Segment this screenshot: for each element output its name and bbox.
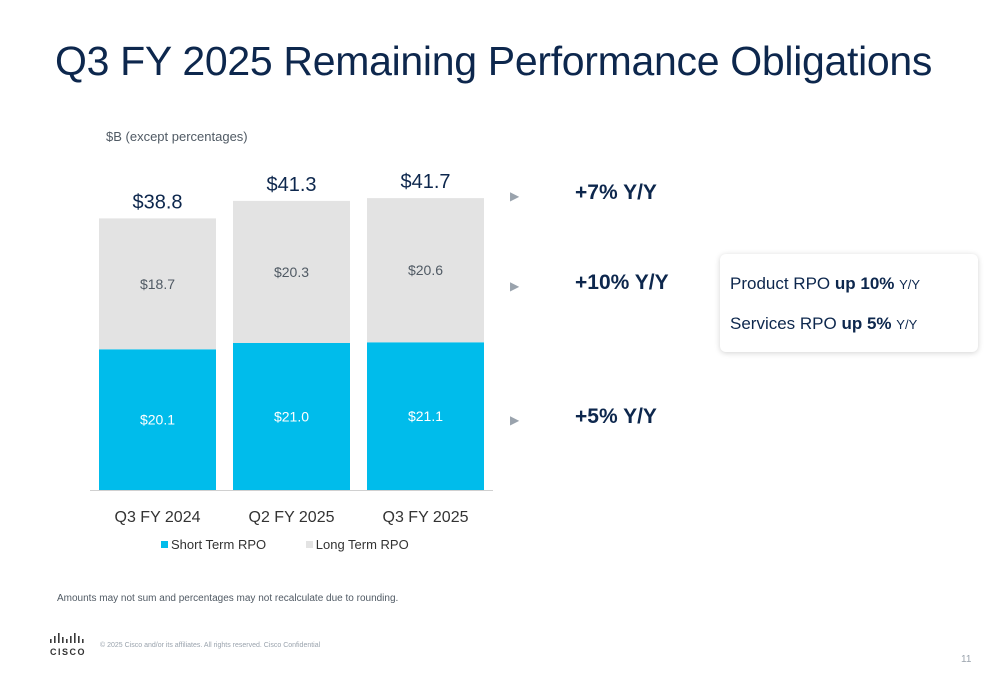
data-label-long-term-3: $20.6 <box>408 262 443 278</box>
triangle-arrow-icon: ▶ <box>510 189 520 203</box>
total-label-2: $41.3 <box>266 174 316 196</box>
footnote: Amounts may not sum and percentages may … <box>57 593 399 604</box>
services-rpo-suffix: Y/Y <box>896 317 918 332</box>
bar-long-term-1 <box>99 218 216 350</box>
page-number: 11 <box>961 654 972 665</box>
services-rpo-emphasis: up 5% <box>841 314 892 333</box>
total-label-3: $41.7 <box>400 171 450 193</box>
chart-legend: Short Term RPO Long Term RPO <box>161 537 445 552</box>
triangle-arrow-icon: ▶ <box>510 279 520 293</box>
x-tick-label-1: Q3 FY 2024 <box>115 509 201 526</box>
data-label-short-term-2: $21.0 <box>274 409 309 425</box>
legend-item-short-term: Short Term RPO <box>161 537 266 552</box>
product-rpo-prefix: Product RPO <box>730 274 835 293</box>
legend-label-short-term: Short Term RPO <box>171 537 267 552</box>
data-label-short-term-1: $20.1 <box>140 412 175 428</box>
triangle-arrow-icon: ▶ <box>510 413 520 427</box>
units-label: $B (except percentages) <box>106 129 248 144</box>
total-label-1: $38.8 <box>132 191 182 213</box>
product-rpo-line: Product RPO up 10% Y/Y <box>730 274 920 294</box>
long-term-growth-row: ▶ +10% Y/Y <box>510 271 710 301</box>
data-label-short-term-3: $21.1 <box>408 408 443 424</box>
services-rpo-line: Services RPO up 5% Y/Y <box>730 314 917 334</box>
page-title: Q3 FY 2025 Remaining Performance Obligat… <box>55 38 933 84</box>
copyright-notice: © 2025 Cisco and/or its affiliates. All … <box>100 642 321 649</box>
services-rpo-prefix: Services RPO <box>730 314 842 333</box>
data-label-long-term-2: $20.3 <box>274 264 309 280</box>
rpo-callout-box: Product RPO up 10% Y/Y Services RPO up 5… <box>720 254 978 352</box>
short-term-growth-text: +5% Y/Y <box>575 405 657 428</box>
bar-long-term-3 <box>367 198 484 343</box>
data-label-long-term-1: $18.7 <box>140 276 175 292</box>
total-growth-row: ▶ +7% Y/Y <box>510 181 710 211</box>
legend-label-long-term: Long Term RPO <box>315 537 409 552</box>
short-term-growth-row: ▶ +5% Y/Y <box>510 405 710 435</box>
bar-short-term-2 <box>233 343 350 490</box>
total-growth-text: +7% Y/Y <box>575 181 657 204</box>
logo-wordmark: CISCO <box>50 647 87 657</box>
bar-long-term-2 <box>233 200 350 343</box>
product-rpo-suffix: Y/Y <box>899 277 921 292</box>
legend-item-long-term: Long Term RPO <box>305 537 409 552</box>
x-tick-label-2: Q2 FY 2025 <box>249 509 335 526</box>
x-tick-label-3: Q3 FY 2025 <box>383 509 469 526</box>
legend-swatch-short-term <box>161 541 168 548</box>
product-rpo-emphasis: up 10% <box>834 274 895 293</box>
legend-swatch-long-term <box>305 541 313 548</box>
bar-short-term-1 <box>99 349 216 490</box>
cisco-logo-icon <box>50 633 84 643</box>
long-term-growth-text: +10% Y/Y <box>575 271 669 294</box>
bar-short-term-3 <box>367 342 484 490</box>
